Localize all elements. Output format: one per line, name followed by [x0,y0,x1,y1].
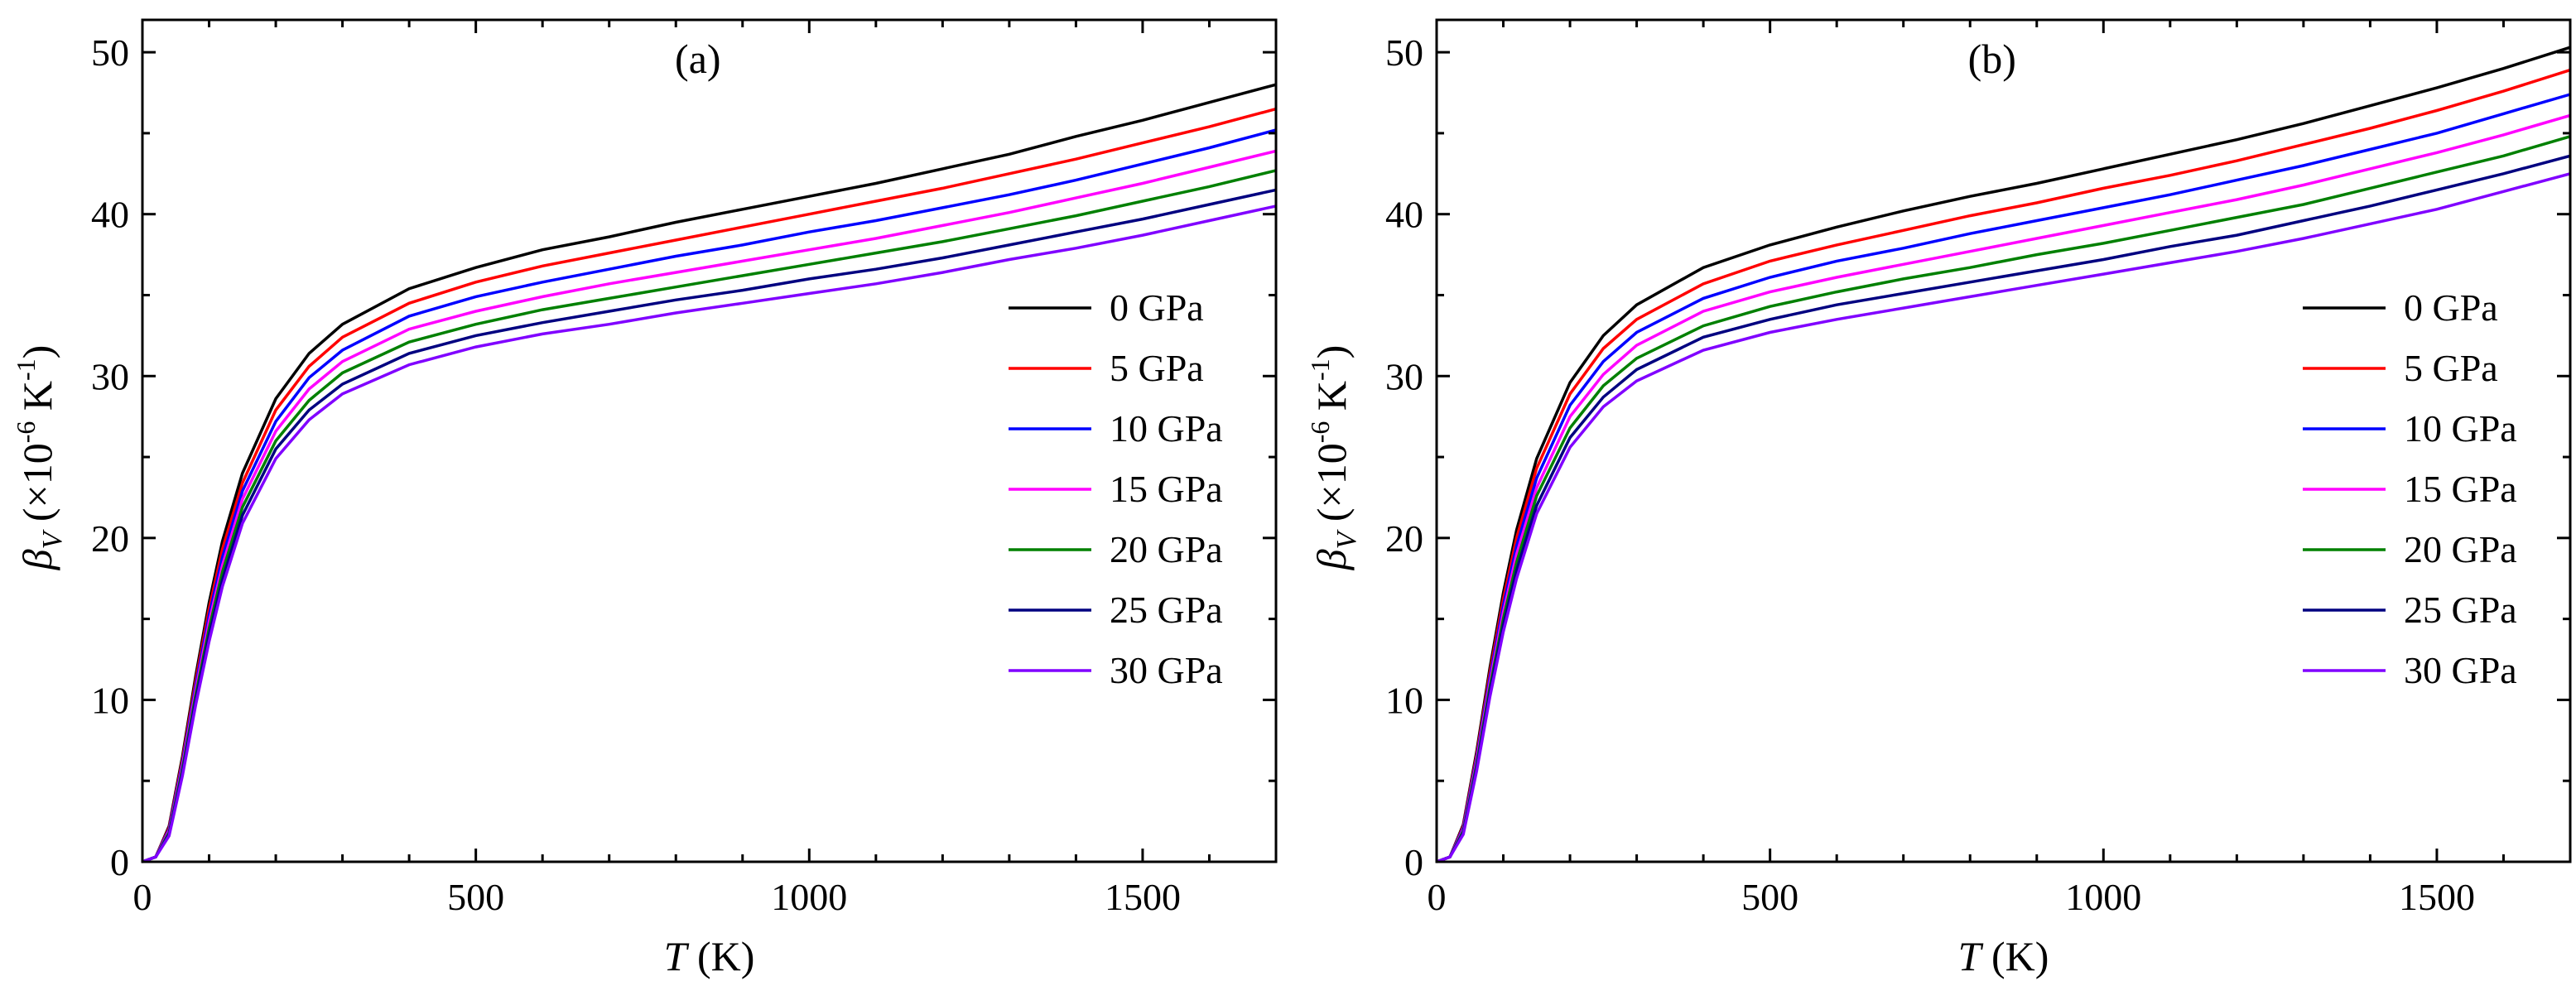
y-axis-title: βV (×10-6 K-1) [11,345,68,571]
y-axis-title: βV (×10-6 K-1) [1305,345,1362,571]
x-tick-label: 0 [1428,876,1447,918]
series-line-30-gpa [142,204,1277,863]
y-axis-title-symbol: β [1308,549,1355,570]
y-axis-title-exponent: -1 [1305,358,1335,381]
series-line-30-gpa [1436,172,2571,863]
series-line-20-gpa [142,169,1277,863]
legend-label: 20 GPa [1110,528,1223,570]
series-line-25-gpa [142,188,1277,863]
legend-label: 15 GPa [1110,468,1223,510]
y-tick-label: 40 [91,194,129,236]
legend-label: 5 GPa [2404,347,2498,389]
y-axis-title-unit: ) [14,345,60,359]
x-tick-label: 1000 [2065,876,2141,918]
x-tick-label: 1500 [2399,876,2475,918]
y-axis-title-exponent: -6 [11,421,41,444]
y-tick-label: 30 [91,355,129,397]
x-axis-title-symbol: T [664,933,690,979]
y-axis-title-exponent: -1 [11,358,41,381]
legend-label: 5 GPa [1110,347,1204,389]
y-tick-label: 0 [1404,841,1423,883]
y-axis-title-unit: K [14,381,60,421]
x-tick-label: 1000 [771,876,847,918]
panel-label: (b) [1968,36,2016,82]
legend-label: 0 GPa [2404,286,2498,329]
legend-label: 30 GPa [2404,649,2517,691]
y-axis-title-unit: ) [1308,345,1355,359]
y-tick-label: 30 [1385,355,1423,397]
y-tick-label: 10 [91,679,129,721]
y-axis-title-symbol: β [14,549,60,570]
chart-panel-1: 0 500 1000 1500 0 10 20 30 40 50 (a) T (K) βV (×10-6… [11,18,1278,979]
y-tick-label: 10 [1385,679,1423,721]
plot-frame [141,18,1278,863]
series-line-0-gpa [142,83,1277,863]
y-tick-label: 20 [91,517,129,560]
y-tick-label: 20 [1385,517,1423,560]
x-axis-title-symbol: T [1958,933,1984,979]
legend-label: 20 GPa [2404,528,2517,570]
y-axis-title-unit: (×10 [1308,443,1355,531]
legend-label: 15 GPa [2404,468,2517,510]
x-tick-label: 500 [447,876,504,918]
x-tick-label: 1500 [1105,876,1181,918]
x-axis-title: T (K) [664,933,755,979]
chart-panel-2: 0 500 1000 1500 0 10 20 30 40 50 (b) T (K) βV (×10-6… [1305,18,2572,979]
panel-label: (a) [675,36,721,82]
x-tick-label: 0 [133,876,152,918]
y-axis-title-exponent: -6 [1305,421,1335,444]
y-tick-label: 50 [91,31,129,74]
legend-label: 30 GPa [1110,649,1223,691]
x-axis-title: T (K) [1958,933,2049,979]
series-line-5-gpa [142,107,1277,863]
series-line-10-gpa [142,128,1277,863]
legend-label: 25 GPa [1110,589,1223,631]
y-axis-title-unit: (×10 [14,443,60,531]
legend-label: 10 GPa [1110,407,1223,450]
series-line-15-gpa [142,149,1277,863]
x-tick-label: 500 [1741,876,1798,918]
x-axis-title-unit: (K) [686,933,754,979]
y-tick-label: 0 [110,841,129,883]
legend-label: 0 GPa [1110,286,1204,329]
series-line-0-gpa [1436,46,2571,863]
y-axis-title-unit: K [1308,381,1355,421]
y-tick-label: 50 [1385,31,1423,74]
y-tick-label: 40 [1385,194,1423,236]
x-axis-title-unit: (K) [1981,933,2049,979]
legend-label: 10 GPa [2404,407,2517,450]
legend-label: 25 GPa [2404,589,2517,631]
plot-frame [1435,18,2572,863]
